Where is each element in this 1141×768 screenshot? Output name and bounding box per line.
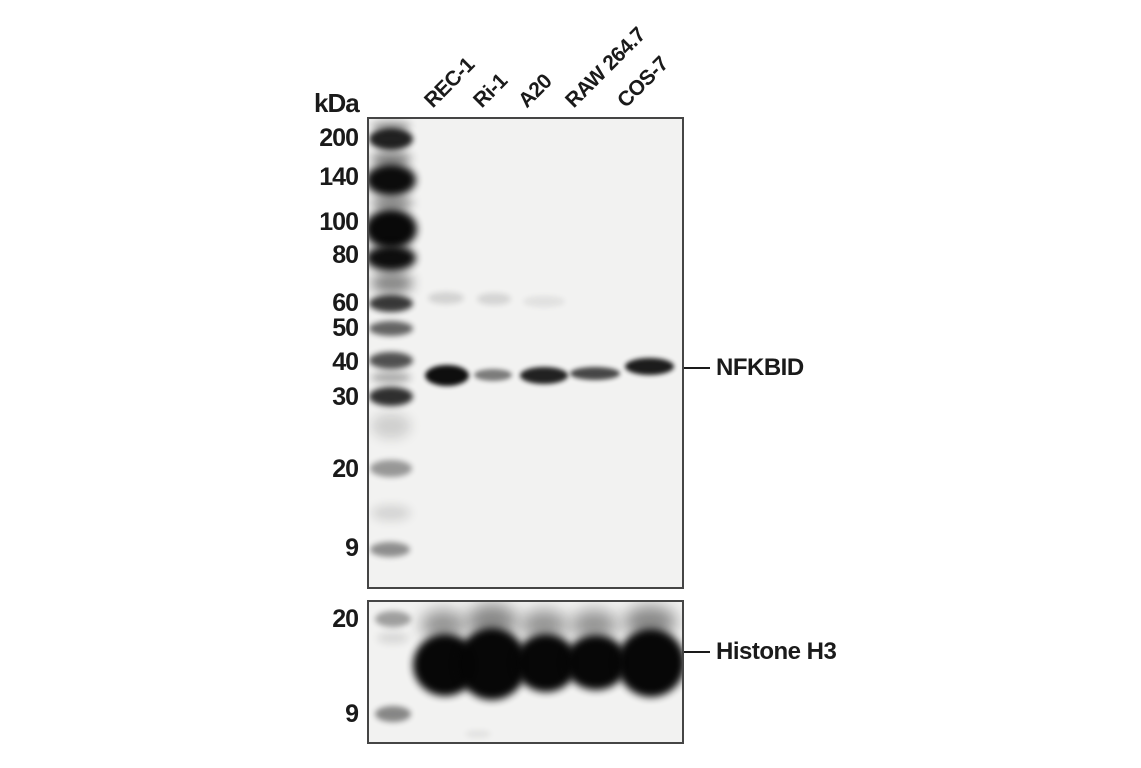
- marker-label-50: 50: [332, 314, 359, 342]
- marker-label-80: 80: [332, 241, 359, 269]
- marker-label-lower-20: 20: [332, 605, 359, 633]
- histone-h3-pointer-line: [684, 651, 710, 653]
- ladder-band-lower-9: [375, 706, 411, 722]
- faint-speck: [465, 730, 491, 738]
- marker-label-9: 9: [345, 534, 359, 562]
- ladder-band-60: [369, 295, 413, 312]
- band-nfkbid-a20: [520, 367, 568, 384]
- marker-label-30: 30: [332, 383, 359, 411]
- ladder-smear-top: [371, 121, 411, 131]
- band-nfkbid-ri1: [474, 369, 512, 381]
- marker-label-100: 100: [319, 208, 359, 236]
- band-nfkbid-rec1: [425, 365, 469, 386]
- ladder-band-30: [369, 387, 413, 406]
- ladder-band-50: [369, 321, 413, 336]
- ladder-smear-below-20: [371, 505, 411, 521]
- marker-label-60: 60: [332, 289, 359, 317]
- ladder-smear-140-100: [371, 197, 413, 209]
- ladder-smear-below-30: [371, 413, 411, 439]
- nfkbid-annotation: NFKBID: [716, 354, 804, 381]
- lane-label-ri-1: Ri-1: [469, 69, 512, 113]
- upper-blot-membrane: [367, 117, 684, 589]
- ladder-smear-lower: [377, 632, 409, 644]
- band-histone-raw: [565, 635, 627, 690]
- lane-label-a20: A20: [514, 69, 557, 113]
- faint-band-60kda-ri1: [477, 293, 511, 305]
- faint-band-60kda-rec1: [428, 292, 464, 304]
- lane-label-rec-1: REC-1: [420, 53, 480, 113]
- ladder-smear-200-140: [371, 151, 411, 167]
- ladder-band-lower-20: [375, 611, 411, 627]
- ladder-smear-80-60: [371, 272, 413, 294]
- marker-label-40: 40: [332, 348, 359, 376]
- marker-label-lower-9: 9: [345, 700, 359, 728]
- band-histone-cos7: [617, 629, 682, 697]
- ladder-band-9: [370, 542, 410, 557]
- histone-h3-annotation: Histone H3: [716, 638, 837, 665]
- ladder-smear-40-30: [371, 372, 411, 383]
- faint-band-60kda-a20: [523, 296, 565, 307]
- marker-label-140: 140: [319, 163, 359, 191]
- marker-label-200: 200: [319, 124, 359, 152]
- ladder-band-20: [370, 460, 412, 477]
- marker-label-20: 20: [332, 455, 359, 483]
- lower-blot-membrane: [367, 600, 684, 744]
- nfkbid-pointer-line: [684, 367, 710, 369]
- kda-unit-label: kDa: [314, 88, 360, 118]
- band-nfkbid-cos7: [625, 358, 674, 375]
- ladder-band-200: [369, 128, 413, 150]
- ladder-band-100: [369, 209, 417, 249]
- ladder-band-40: [369, 352, 413, 369]
- ladder-band-140: [369, 164, 416, 196]
- ladder-band-80: [369, 245, 416, 271]
- band-nfkbid-raw: [570, 367, 620, 380]
